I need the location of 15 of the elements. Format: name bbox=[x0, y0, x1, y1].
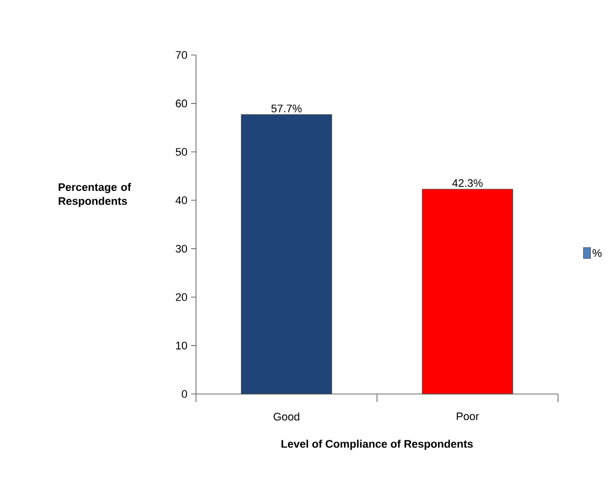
y-tick-label: 30 bbox=[176, 244, 188, 253]
y-axis-title: Percentage of Respondents bbox=[58, 182, 132, 208]
y-tick-label: 40 bbox=[176, 196, 188, 204]
y-tick-label: 50 bbox=[176, 148, 188, 156]
x-axis-title: Level of Compliance of Respondents bbox=[282, 440, 473, 450]
data-label: 57.7% bbox=[271, 104, 302, 112]
data-label: 42.3% bbox=[452, 179, 483, 187]
y-tick-label: 60 bbox=[176, 100, 188, 108]
y-tick-label: 20 bbox=[176, 293, 188, 302]
text: % bbox=[592, 249, 602, 257]
y-tick-label: 0 bbox=[182, 390, 188, 398]
y-tick-label: 10 bbox=[176, 342, 188, 350]
y-tick-label: 70 bbox=[176, 51, 188, 59]
x-tick-label: Poor bbox=[456, 412, 479, 420]
x-tick-label: Good bbox=[274, 412, 300, 421]
